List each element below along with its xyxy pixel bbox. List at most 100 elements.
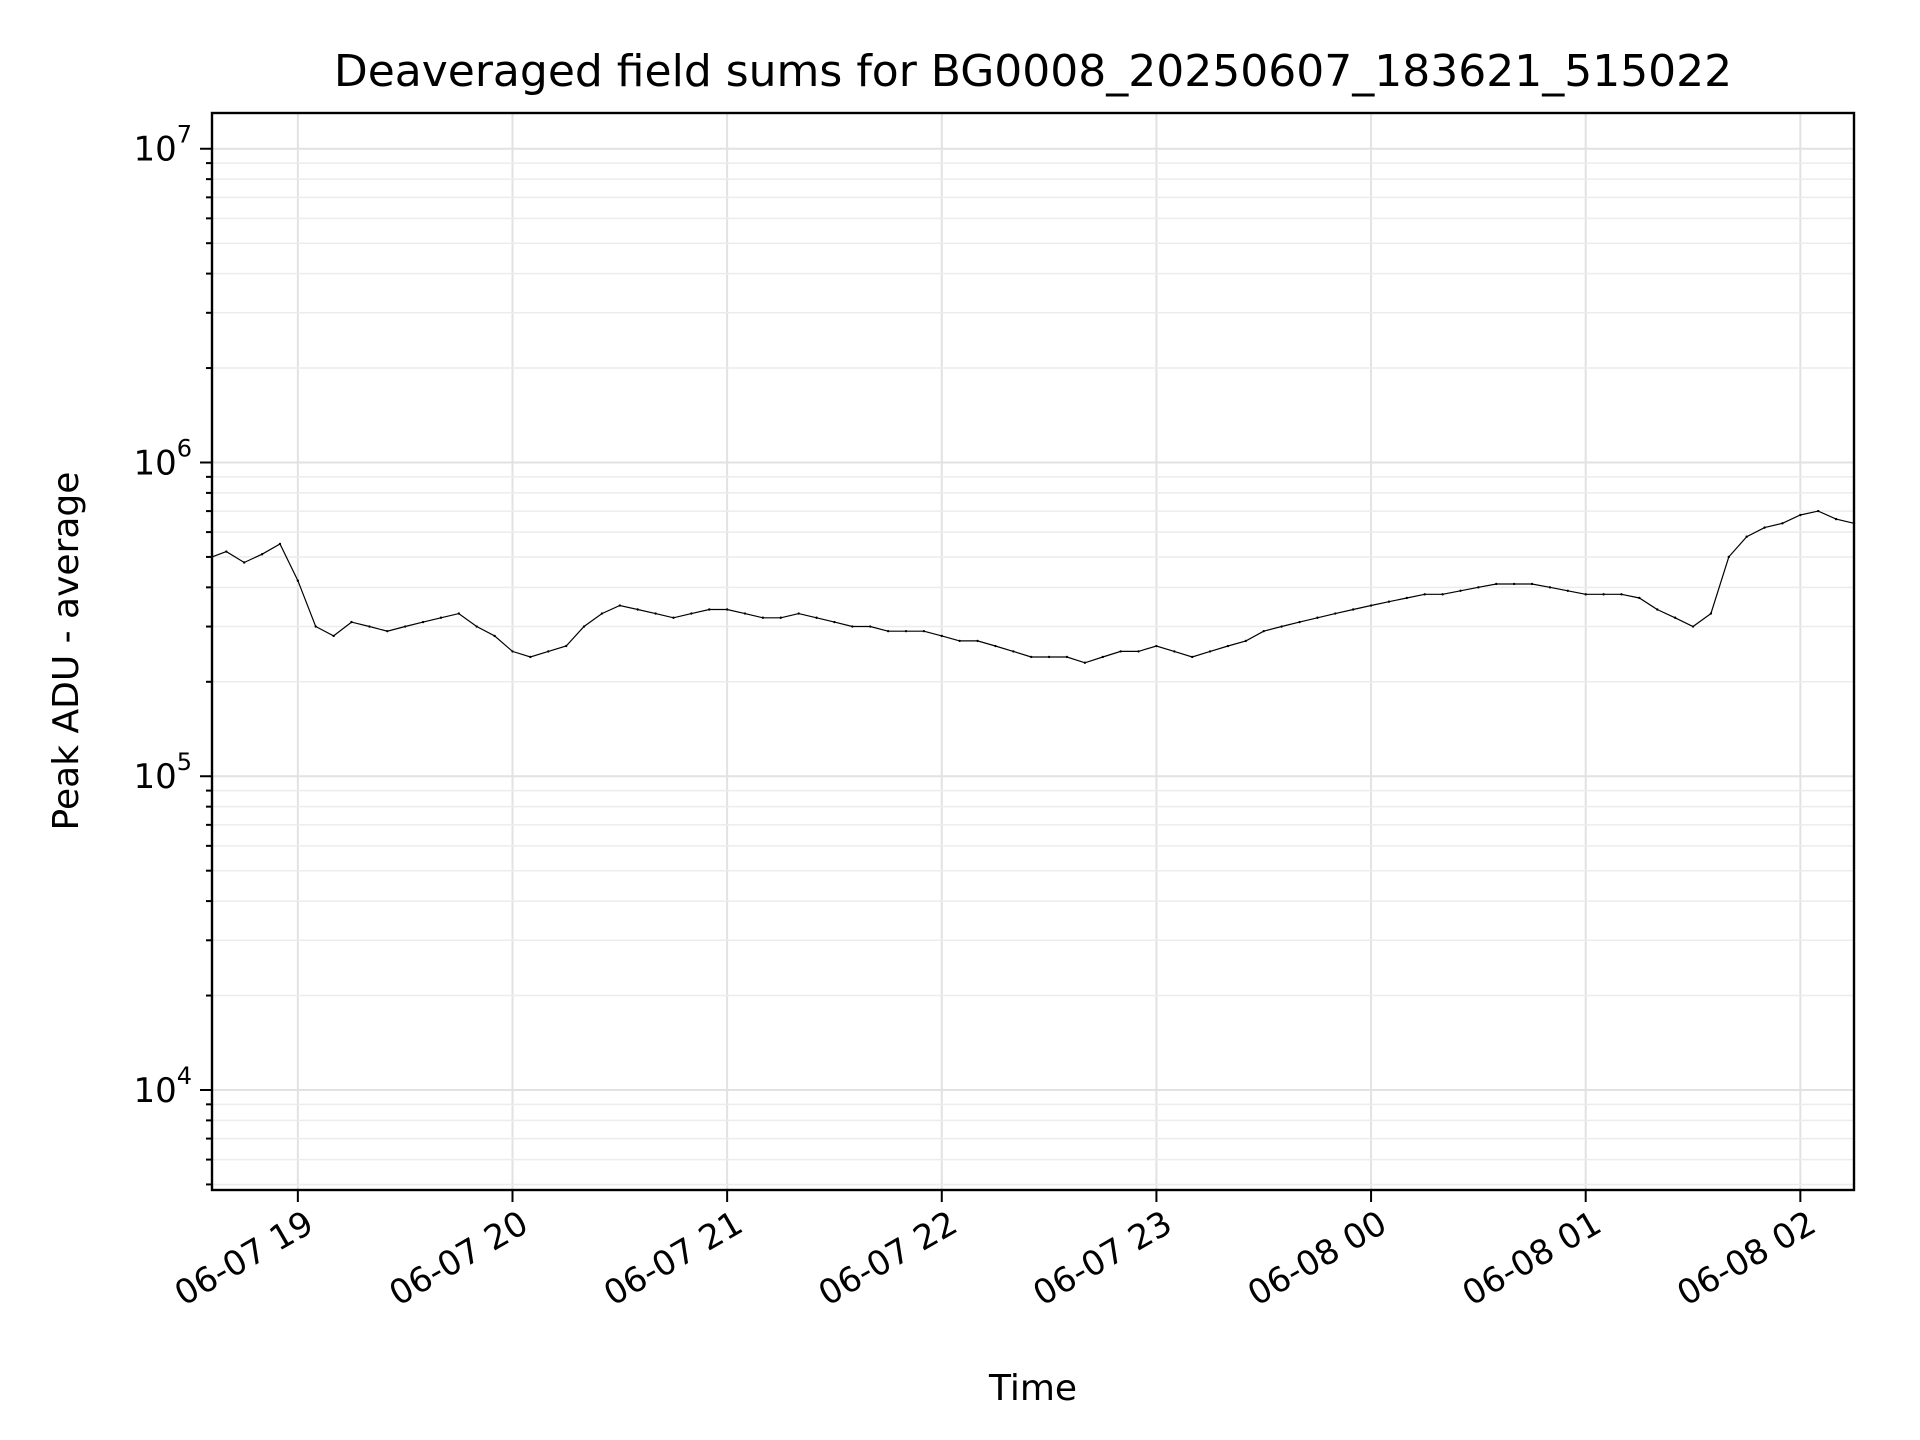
series-point [1673, 616, 1677, 619]
series-point [368, 625, 371, 628]
chart-title: Deaveraged field sums for BG0008_2025060… [334, 46, 1732, 97]
series-point [1566, 589, 1570, 592]
series-point [1244, 639, 1248, 643]
series-point [1298, 620, 1301, 624]
series-point [797, 612, 800, 615]
series-point [350, 620, 353, 624]
series-point [1817, 509, 1820, 513]
y-tick-label: 107 [133, 121, 192, 170]
series-point [278, 542, 282, 546]
series-point [815, 616, 818, 619]
series-point [1477, 586, 1480, 589]
series-point [1262, 629, 1265, 633]
series-point [958, 639, 961, 643]
series-point [1101, 655, 1104, 659]
y-tick-label-exponent: 7 [177, 121, 192, 149]
series-point [332, 634, 335, 638]
series-point [690, 612, 693, 615]
series-point [1387, 600, 1391, 603]
series-point [1226, 644, 1230, 648]
x-axis-label: Time [988, 1368, 1077, 1409]
series-point [1137, 650, 1140, 653]
series-point [511, 650, 514, 653]
series-point [1119, 650, 1122, 653]
series-point [439, 616, 443, 619]
series-point [1405, 596, 1409, 600]
series-point [994, 644, 997, 648]
series-point [1530, 582, 1534, 586]
series-point [1459, 589, 1462, 592]
series-point [1441, 593, 1444, 596]
series-point [869, 625, 872, 628]
series-point [421, 620, 425, 624]
series-point [672, 616, 675, 619]
series-point [779, 616, 782, 619]
series-point [1584, 593, 1587, 596]
series-point [1799, 513, 1802, 517]
series-point [225, 550, 228, 553]
series-point [1763, 526, 1766, 529]
series-point [1280, 625, 1283, 628]
series-point [1047, 655, 1051, 659]
series-point [976, 639, 979, 643]
series-point [1351, 608, 1355, 611]
series-point [1620, 593, 1623, 596]
y-tick-label-base: 10 [133, 1071, 176, 1111]
series-point [1745, 535, 1748, 538]
series-point [922, 629, 926, 633]
series-point [475, 625, 478, 628]
series-point [904, 629, 908, 633]
series-point [1638, 596, 1641, 600]
series-point [886, 629, 890, 633]
series-point [1334, 612, 1337, 615]
series-point [314, 625, 317, 628]
series-point [940, 634, 943, 638]
series-point [600, 612, 604, 615]
series-point [1709, 612, 1713, 615]
y-tick-label-base: 10 [133, 443, 176, 483]
series-point [1173, 650, 1176, 653]
series-point [564, 644, 568, 648]
series-point [1369, 604, 1373, 607]
series-point [1656, 608, 1659, 611]
y-tick-label-exponent: 4 [177, 1062, 192, 1090]
series-point [1190, 655, 1194, 659]
series-point [1727, 555, 1730, 559]
grid [212, 113, 1854, 1190]
y-tick-label-base: 10 [133, 757, 176, 797]
y-tick-label: 106 [133, 434, 192, 483]
series-point [296, 579, 300, 582]
y-tick-label: 105 [133, 748, 192, 797]
series-point [654, 612, 657, 615]
series-point [1495, 582, 1498, 586]
series-point [1155, 644, 1158, 648]
series-point [1548, 586, 1552, 589]
series-point [242, 561, 246, 564]
series-point [1834, 517, 1838, 521]
series-point [457, 612, 461, 615]
series-point [547, 650, 550, 653]
series-point [1208, 650, 1212, 653]
series-point [636, 608, 639, 611]
series-point [529, 655, 532, 659]
series-point [403, 625, 407, 628]
plot-frame [210, 111, 1856, 1192]
series-point [1316, 616, 1319, 619]
series-point [618, 604, 622, 607]
series-point [1512, 582, 1516, 586]
series-point [1781, 522, 1784, 525]
series-point [1065, 655, 1069, 659]
series-point [708, 608, 711, 611]
series-point [833, 620, 836, 624]
series-point [1423, 593, 1426, 596]
series-point [386, 629, 389, 633]
series-point [761, 616, 765, 619]
series-layer [210, 509, 1856, 664]
series-point [1602, 593, 1605, 596]
series-point [851, 625, 854, 628]
y-tick-label-exponent: 6 [177, 434, 192, 462]
series-point [260, 553, 264, 556]
y-tick-label: 104 [133, 1062, 192, 1111]
